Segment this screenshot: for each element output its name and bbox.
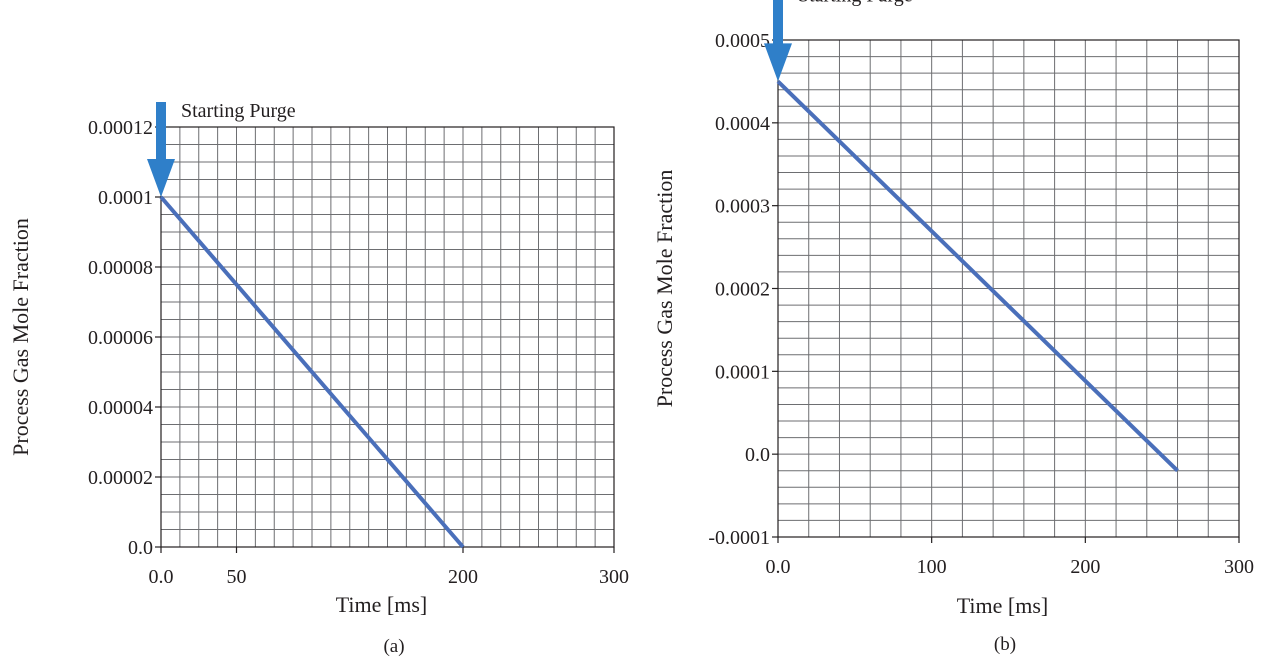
chart-b-xtick-label: 300 bbox=[1224, 556, 1254, 578]
chart-a-grid bbox=[160, 126, 615, 548]
chart-a-annotation-label: Starting Purge bbox=[181, 100, 296, 122]
chart-b-y-axis-label: Process Gas Mole Fraction bbox=[652, 170, 677, 408]
chart-a-series-line bbox=[159, 195, 465, 549]
chart-b-ytick-label: -0.0001 bbox=[708, 527, 770, 549]
chart-a-starting-purge-arrow-icon bbox=[147, 102, 175, 197]
chart-a-ytick-label: 0.00012 bbox=[88, 117, 153, 139]
chart-b-annotation-label: Starting Purge bbox=[798, 0, 913, 6]
chart-b-xtick-label: 100 bbox=[917, 556, 947, 578]
chart-b-caption: (b) bbox=[994, 634, 1016, 655]
chart-a-caption: (a) bbox=[383, 636, 404, 657]
chart-a-ytick-label: 0.00008 bbox=[88, 257, 153, 279]
chart-b-xtick-label: 200 bbox=[1070, 556, 1100, 578]
chart-a-xtick-label: 50 bbox=[227, 566, 247, 588]
chart-a: 0.0 0.00002 0.00004 0.00006 0.00008 0.0001 0.0… bbox=[8, 100, 629, 657]
chart-b: -0.0001 0.0 0.0001 0.0002 0.0003 0.0004 0.0005… bbox=[652, 0, 1254, 655]
chart-a-ytick-label: 0.0 bbox=[128, 537, 153, 559]
chart-b-ytick-label: 0.0005 bbox=[715, 30, 770, 52]
chart-a-xtick-label: 200 bbox=[448, 566, 478, 588]
chart-a-ytick-label: 0.00006 bbox=[88, 327, 153, 349]
chart-a-xtick-label: 0.0 bbox=[149, 566, 174, 588]
chart-a-xtick-label: 300 bbox=[599, 566, 629, 588]
chart-b-xtick-label: 0.0 bbox=[766, 556, 791, 578]
chart-b-ytick-label: 0.0002 bbox=[715, 279, 770, 301]
chart-b-ytick-label: 0.0001 bbox=[715, 361, 770, 383]
chart-b-series-line bbox=[776, 79, 1179, 473]
chart-b-x-axis-label: Time [ms] bbox=[957, 593, 1048, 618]
chart-a-ytick-label: 0.00002 bbox=[88, 467, 153, 489]
chart-b-ytick-label: 0.0003 bbox=[715, 196, 770, 218]
chart-a-x-axis-label: Time [ms] bbox=[336, 592, 427, 617]
chart-b-ytick-label: 0.0 bbox=[745, 444, 770, 466]
chart-b-ytick-label: 0.0004 bbox=[715, 113, 770, 135]
chart-a-ytick-label: 0.0001 bbox=[98, 187, 153, 209]
chart-a-y-axis-label: Process Gas Mole Fraction bbox=[8, 218, 33, 456]
chart-b-starting-purge-arrow-icon bbox=[764, 0, 792, 82]
chart-a-ytick-label: 0.00004 bbox=[88, 397, 153, 419]
